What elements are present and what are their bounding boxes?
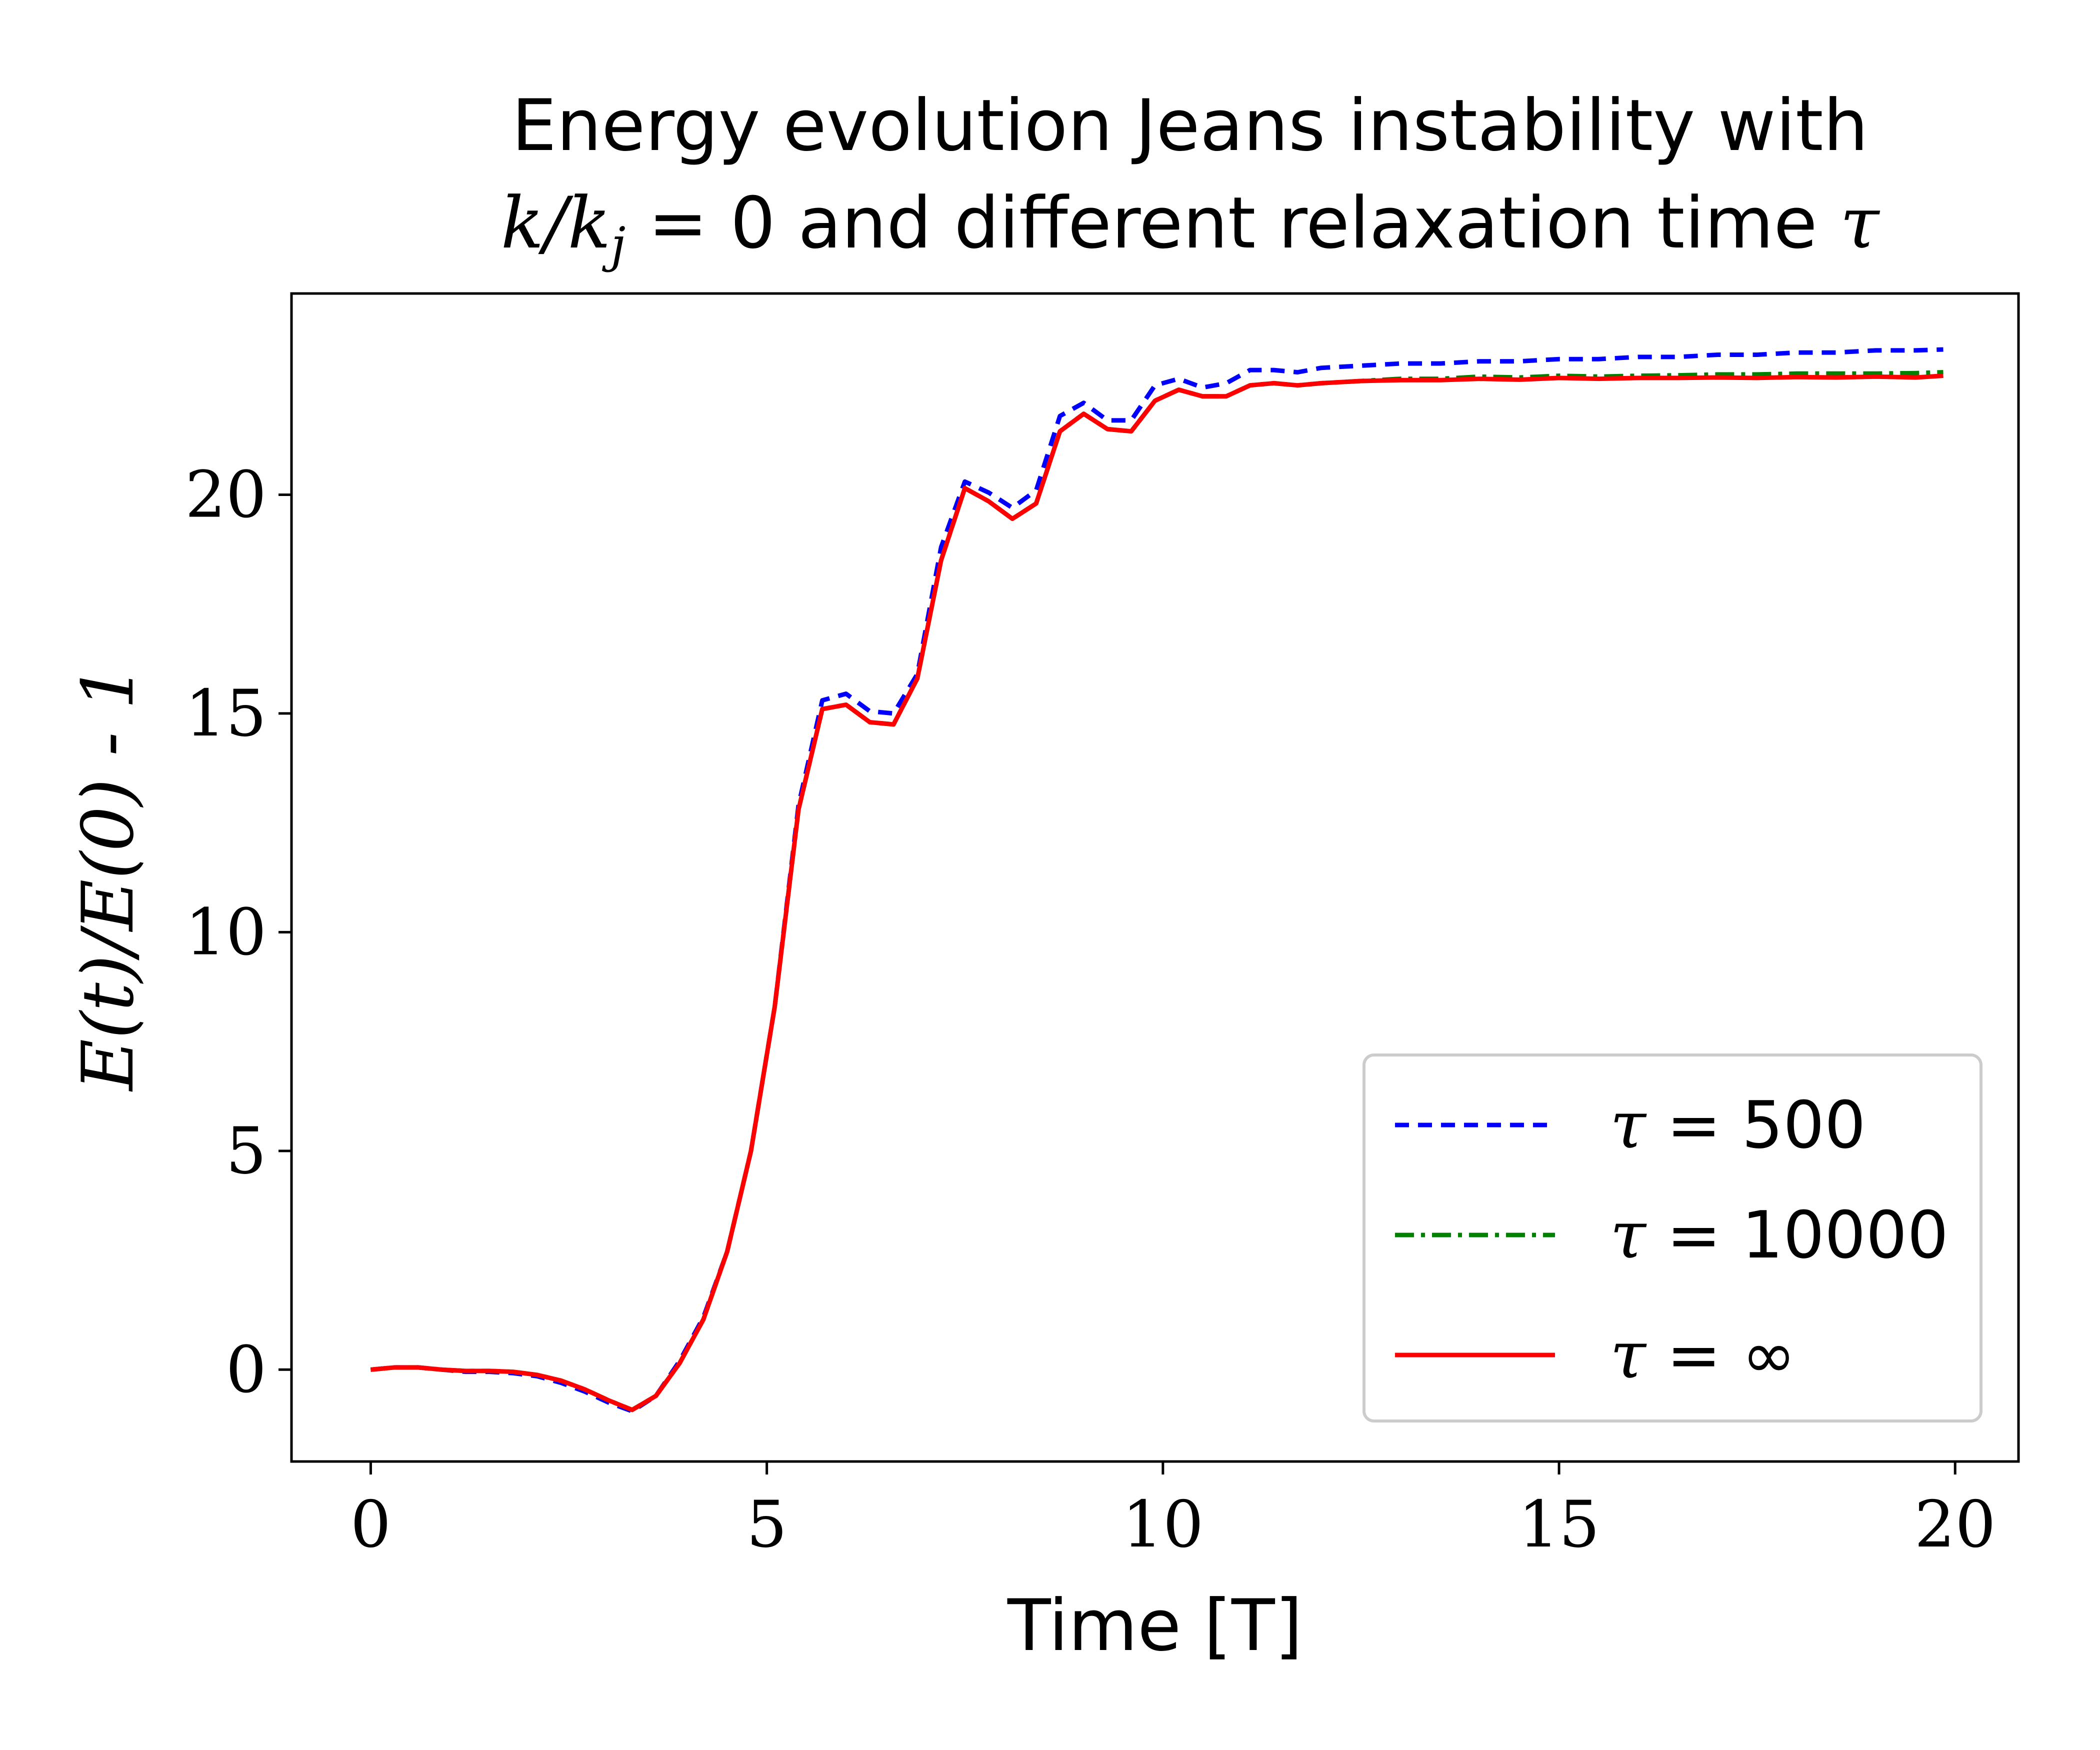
legend-box [1362,1054,1982,1422]
plot-frame [290,292,2020,1463]
y-axis-label: E(t)/E(0) - 1 [67,664,150,1092]
legend: τ = 500 τ = 10000 τ = ∞ [1362,1054,1982,1422]
x-tick-label: 10 [1122,1488,1204,1562]
x-tick-label: 5 [746,1488,787,1562]
y-tick-label: 10 [185,895,266,970]
title-math-k: k/k [501,182,611,264]
chart-title-line-1: Energy evolution Jeans instability with [512,84,1868,167]
x-axis-label: Time [T] [1007,1584,1302,1667]
title-tau: τ [1840,182,1880,264]
legend-label-0: τ = 500 [1610,1087,1866,1163]
y-tick-label: 5 [226,1114,266,1188]
legend-label-1: τ = 10000 [1610,1197,1948,1273]
plot-lines [370,347,1944,1414]
x-tick-label: 20 [1914,1488,1996,1562]
y-axis-ticks: 0 5 10 15 20 [185,458,292,1407]
y-tick-label: 15 [185,676,266,751]
title-text: = 0 and different relaxation time [626,182,1840,264]
x-tick-label: 15 [1518,1488,1600,1562]
y-tick-label: 0 [226,1332,266,1407]
series-line-2 [370,374,1944,1412]
chart-title-line-2: k/kj = 0 and different relaxation time τ [501,182,1880,273]
y-tick-label: 20 [185,458,266,532]
x-axis-ticks: 0 5 10 15 20 [350,1462,1996,1562]
legend-label-2: τ = ∞ [1610,1317,1796,1393]
x-tick-label: 0 [350,1488,391,1562]
